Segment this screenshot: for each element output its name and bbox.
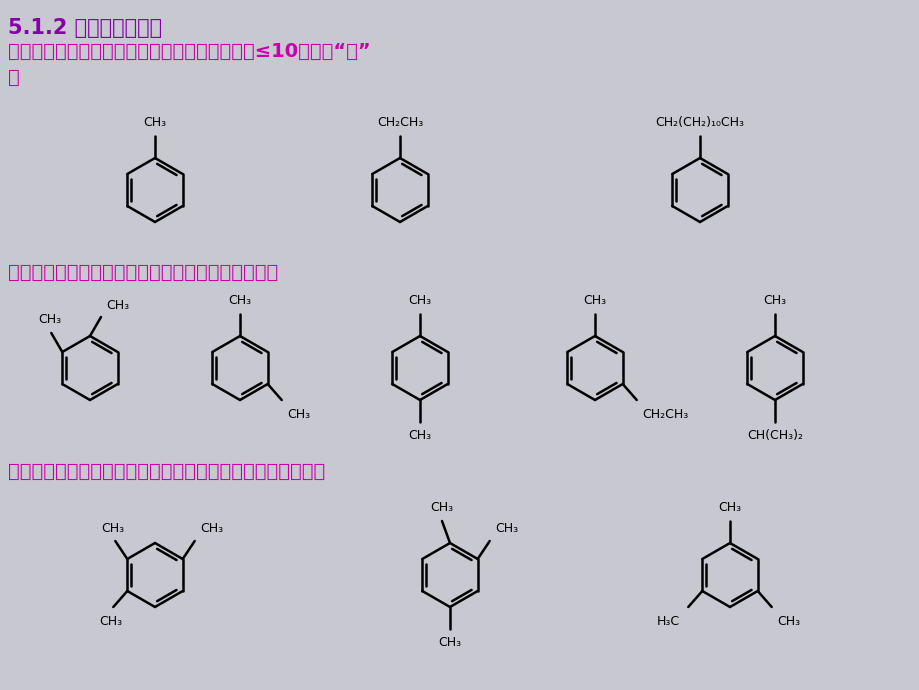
Text: CH₃: CH₃ (495, 522, 518, 535)
Text: CH₂CH₃: CH₂CH₃ (377, 116, 423, 129)
Text: CH₃: CH₃ (39, 313, 62, 326)
Text: CH₃: CH₃ (288, 408, 311, 421)
Text: CH₃: CH₃ (777, 615, 800, 628)
Text: 字: 字 (8, 68, 19, 87)
Text: CH₂CH₃: CH₂CH₃ (642, 408, 688, 421)
Text: CH₃: CH₃ (99, 615, 123, 628)
Text: CH₃: CH₃ (438, 636, 461, 649)
Text: CH₃: CH₃ (583, 294, 606, 307)
Text: CH₃: CH₃ (718, 501, 741, 514)
Text: CH₃: CH₃ (228, 294, 251, 307)
Text: CH₃: CH₃ (200, 522, 223, 535)
Text: CH₂(CH₂)₁₀CH₃: CH₂(CH₂)₁₀CH₃ (654, 116, 743, 129)
Text: 一、一元取代苯，以苯为母体，烷基为取代基，≤10，省略“基”: 一、一元取代苯，以苯为母体，烷基为取代基，≤10，省略“基” (8, 42, 370, 61)
Text: 5.1.2 单环芳烃的命名: 5.1.2 单环芳烃的命名 (8, 18, 162, 38)
Text: CH₃: CH₃ (430, 501, 453, 514)
Text: CH₃: CH₃ (408, 294, 431, 307)
Text: CH₃: CH₃ (106, 299, 129, 312)
Text: CH₃: CH₃ (102, 522, 125, 535)
Text: CH₃: CH₃ (143, 116, 166, 129)
Text: CH(CH₃)₂: CH(CH₃)₂ (746, 429, 802, 442)
Text: 二、二元取代苯，用邻、间、对来表明取代基位置：: 二、二元取代苯，用邻、间、对来表明取代基位置： (8, 263, 278, 282)
Text: CH₃: CH₃ (408, 429, 431, 442)
Text: H₃C: H₃C (656, 615, 679, 628)
Text: CH₃: CH₃ (763, 294, 786, 307)
Text: 三、三个相同烷基取代苯，用连、偏、均来表明取代基位置：: 三、三个相同烷基取代苯，用连、偏、均来表明取代基位置： (8, 462, 325, 481)
